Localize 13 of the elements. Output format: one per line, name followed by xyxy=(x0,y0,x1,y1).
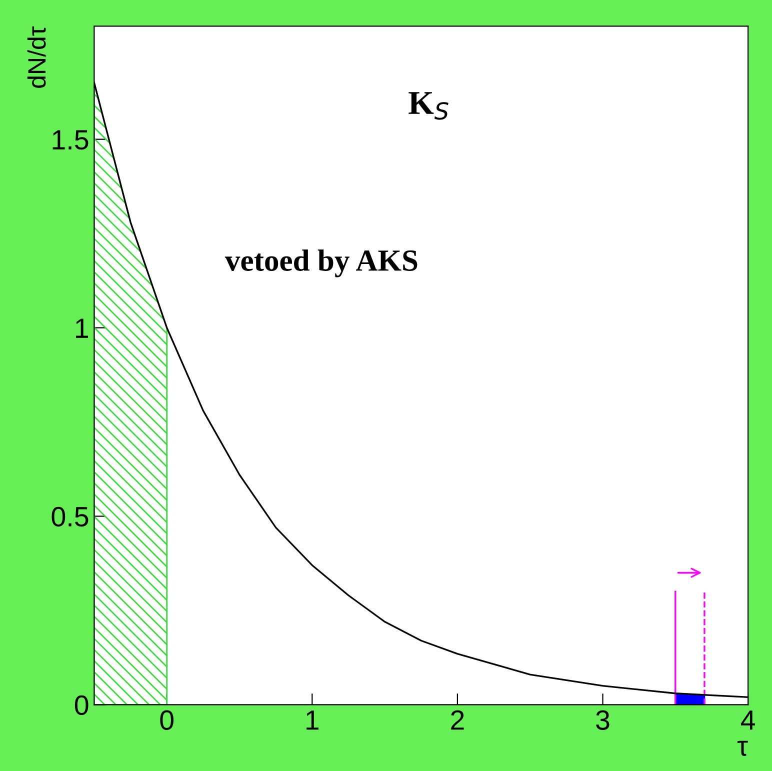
x-tick-label: 0 xyxy=(160,710,174,730)
x-tick-label: 2 xyxy=(451,710,464,730)
y-tick-label: 1 xyxy=(76,318,88,338)
y-tick-label: 0.5 xyxy=(52,506,88,527)
annotation: vetoed by AKS xyxy=(224,249,418,278)
x-axis-title: τ xyxy=(737,740,748,756)
x-tick-label: 4 xyxy=(740,710,755,730)
annotation: K$_{S}$ xyxy=(408,92,448,120)
y-tick-label: 1.5 xyxy=(52,130,88,150)
y-tick-label: 0 xyxy=(74,695,88,716)
x-tick-label: 3 xyxy=(596,710,610,730)
y-axis-title: dN/dτ xyxy=(27,26,46,88)
x-tick-label: 1 xyxy=(306,710,319,730)
